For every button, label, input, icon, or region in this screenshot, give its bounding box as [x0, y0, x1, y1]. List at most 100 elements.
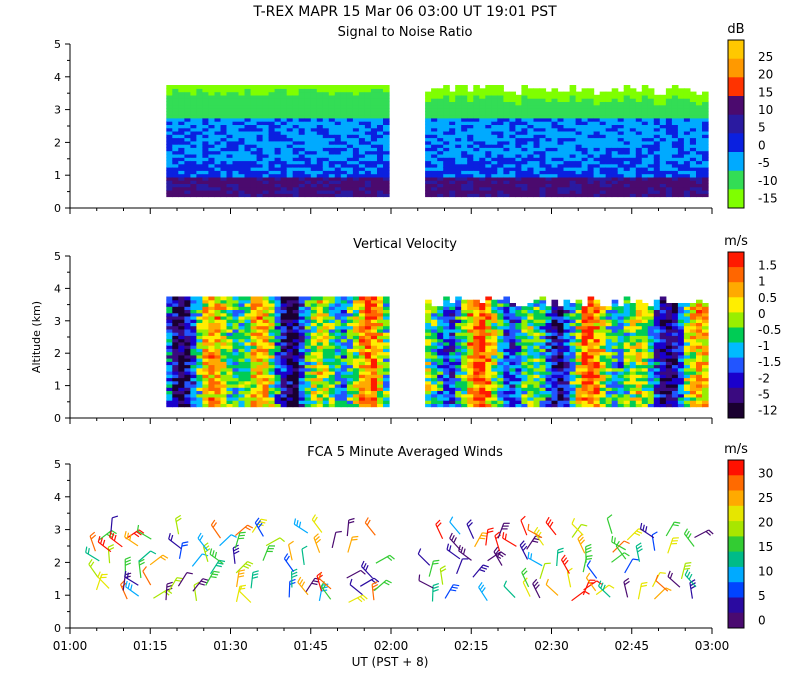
heatmap-cell: [377, 124, 384, 129]
heatmap-cell: [533, 322, 541, 327]
heatmap-cell: [455, 144, 462, 148]
heatmap-cell: [202, 163, 209, 168]
heatmap-cell: [587, 150, 595, 155]
heatmap-cell: [286, 104, 294, 109]
heatmap-cell: [256, 173, 264, 178]
heatmap-cell: [298, 88, 306, 93]
heatmap-cell: [274, 130, 282, 135]
heatmap-cell: [461, 306, 468, 310]
heatmap-cell: [346, 160, 354, 165]
heatmap-cell: [166, 387, 173, 391]
heatmap-cell: [623, 180, 631, 184]
heatmap-cell: [334, 348, 342, 353]
heatmap-cell: [683, 167, 691, 171]
heatmap-cell: [539, 303, 547, 307]
heatmap-cell: [557, 345, 565, 349]
heatmap-cell: [262, 160, 270, 165]
heatmap-cell: [166, 124, 173, 129]
heatmap-cell: [298, 147, 306, 152]
heatmap-cell: [328, 186, 336, 191]
heatmap-cell: [473, 374, 480, 379]
heatmap-cell: [629, 170, 637, 175]
heatmap-cell: [539, 374, 547, 379]
heatmap-cell: [461, 98, 468, 102]
heatmap-cell: [485, 306, 492, 310]
heatmap-cell: [503, 176, 510, 181]
heatmap-cell: [443, 101, 450, 106]
colorbar-label: 15: [758, 85, 773, 99]
heatmap-cell: [575, 140, 583, 145]
heatmap-cell: [346, 130, 354, 135]
heatmap-cell: [377, 114, 384, 119]
heatmap-cell: [358, 380, 366, 385]
heatmap-cell: [455, 358, 462, 362]
heatmap-cell: [479, 186, 486, 191]
heatmap-cell: [328, 88, 336, 93]
heatmap-cell: [328, 303, 336, 307]
heatmap-cell: [683, 101, 691, 106]
heatmap-cell: [226, 150, 234, 155]
heatmap-cell: [358, 114, 366, 119]
heatmap-cell: [292, 396, 300, 401]
heatmap-cell: [220, 341, 228, 346]
heatmap-cell: [334, 117, 342, 122]
heatmap-cell: [196, 88, 203, 93]
heatmap-cell: [641, 85, 649, 89]
heatmap-cell: [238, 309, 246, 314]
heatmap-cell: [563, 403, 571, 408]
heatmap-cell: [485, 163, 492, 168]
heatmap-cell: [352, 393, 360, 398]
heatmap-cell: [310, 335, 318, 340]
heatmap-cell: [328, 393, 336, 398]
heatmap-cell: [659, 101, 667, 106]
heatmap-cell: [641, 183, 649, 188]
heatmap-cell: [340, 380, 348, 385]
heatmap-cell: [316, 345, 324, 349]
heatmap-cell: [497, 117, 504, 122]
heatmap-cell: [455, 299, 462, 304]
heatmap-cell: [425, 371, 432, 375]
heatmap-cell: [166, 396, 173, 401]
heatmap-cell: [702, 94, 709, 99]
heatmap-cell: [268, 322, 276, 327]
heatmap-cell: [545, 374, 553, 379]
heatmap-cell: [377, 121, 384, 125]
heatmap-cell: [196, 354, 203, 359]
heatmap-cell: [202, 351, 209, 356]
heatmap-cell: [226, 364, 234, 369]
heatmap-cell: [551, 384, 559, 388]
heatmap-cell: [485, 101, 492, 106]
heatmap-cell: [467, 183, 474, 188]
heatmap-cell: [443, 393, 450, 398]
heatmap-cell: [509, 393, 516, 398]
heatmap-cell: [298, 130, 306, 135]
heatmap-cell: [629, 127, 637, 132]
heatmap-cell: [497, 325, 504, 330]
heatmap-cell: [232, 130, 240, 135]
heatmap-cell: [449, 400, 456, 404]
heatmap-cell: [683, 193, 691, 198]
heatmap-cell: [593, 124, 601, 129]
heatmap-cell: [178, 160, 185, 165]
heatmap-cell: [172, 345, 179, 349]
heatmap-cell: [509, 104, 516, 109]
heatmap-cell: [358, 85, 366, 89]
heatmap-cell: [503, 403, 510, 408]
heatmap-cell: [328, 85, 336, 89]
heatmap-cell: [220, 147, 228, 152]
heatmap-cell: [443, 380, 450, 385]
heatmap-cell: [539, 322, 547, 327]
heatmap-cell: [202, 319, 209, 323]
heatmap-cell: [503, 325, 510, 330]
heatmap-cell: [443, 306, 450, 310]
heatmap-cell: [196, 127, 203, 132]
heatmap-cell: [659, 153, 667, 158]
heatmap-cell: [298, 85, 306, 89]
heatmap-cell: [244, 299, 252, 304]
heatmap-cell: [172, 108, 179, 112]
heatmap-cell: [563, 341, 571, 346]
heatmap-cell: [455, 328, 462, 333]
heatmap-cell: [521, 186, 528, 191]
heatmap-cell: [370, 91, 378, 96]
heatmap-cell: [587, 170, 595, 175]
